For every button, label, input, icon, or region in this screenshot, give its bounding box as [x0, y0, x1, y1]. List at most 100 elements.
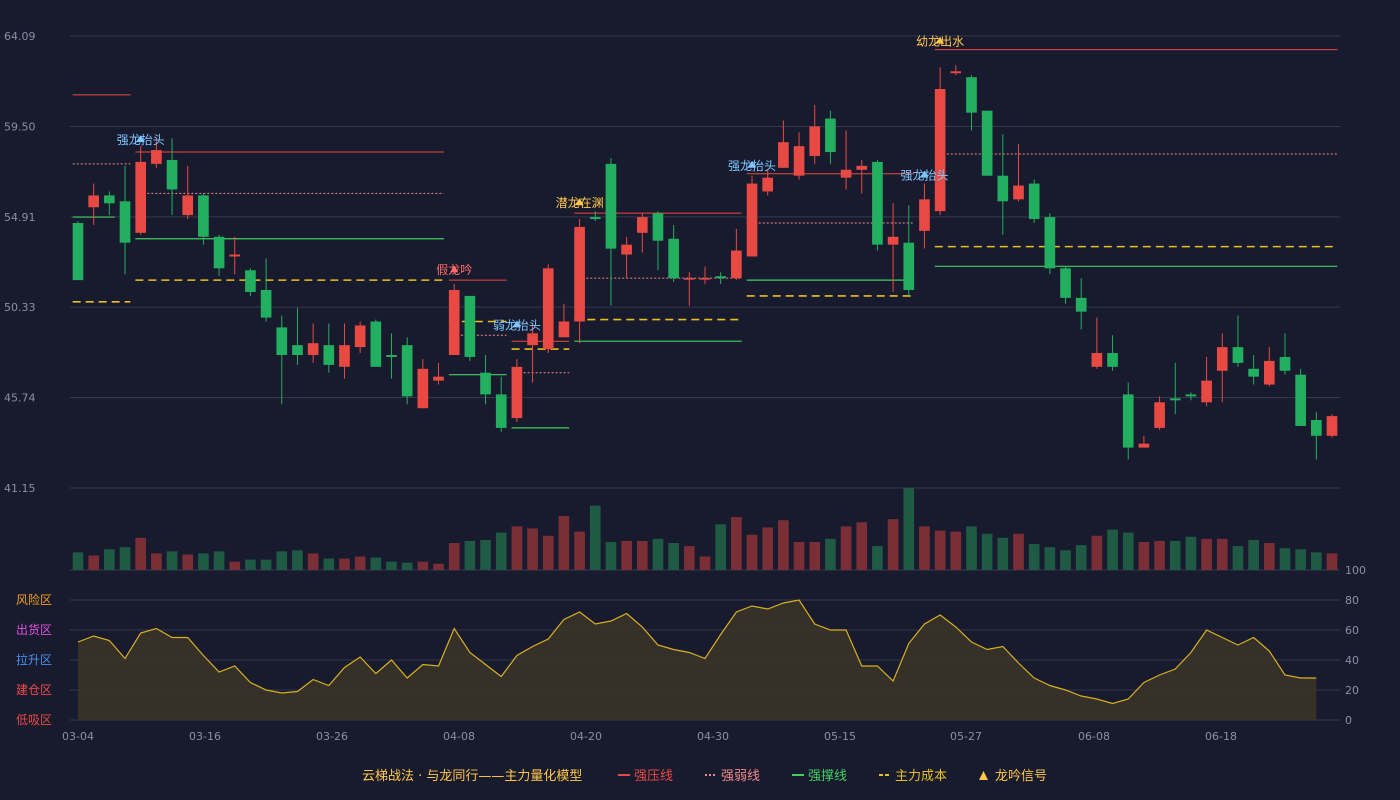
volume-bar [354, 556, 366, 570]
volume-bar [1263, 543, 1275, 570]
volume-bar [433, 563, 444, 570]
candle-body [574, 226, 585, 322]
grid-lines [70, 35, 1340, 721]
price-tick-label: 59.50 [4, 120, 36, 133]
volume-bar [88, 555, 100, 570]
candle-body [213, 236, 225, 269]
volume-bar [511, 526, 523, 570]
volume-bar [981, 533, 993, 570]
candle-body [104, 195, 115, 204]
candle-body [778, 142, 789, 168]
candle-body [950, 71, 962, 74]
candle-body [1185, 394, 1197, 397]
candle-body [511, 366, 523, 419]
volume-bar [1122, 532, 1134, 570]
price-tick-label: 50.33 [4, 301, 36, 314]
osc-tick-label: 60 [1345, 624, 1359, 637]
candle-body [527, 333, 538, 346]
candle-body [1013, 185, 1024, 200]
candle-body [448, 289, 460, 356]
candle-body [276, 327, 288, 356]
volume-bar [1279, 548, 1291, 570]
signal-triangle [136, 135, 145, 143]
candle-body [605, 163, 617, 249]
oscillator-line [77, 599, 1317, 705]
volume-bar [401, 562, 413, 570]
volume-bar [417, 561, 429, 570]
volume-bar [104, 549, 115, 570]
volume-bar [950, 531, 962, 570]
candle-body [699, 278, 711, 280]
volume-bar [1248, 539, 1259, 570]
signal-triangle [748, 160, 757, 168]
candle-body [934, 89, 946, 212]
candle-body [966, 77, 977, 113]
candle-body [1122, 394, 1134, 448]
candle-body [1295, 374, 1306, 426]
volume-bar [840, 526, 852, 570]
volume-bar [652, 538, 664, 570]
volume-bar [276, 551, 288, 570]
candle-body [621, 244, 632, 255]
volume-bar [1075, 545, 1087, 570]
volume-bar [699, 556, 711, 570]
candle-body [166, 159, 178, 190]
volume-bar [683, 546, 695, 570]
volume-bar [260, 559, 272, 570]
volume-bar [495, 532, 507, 570]
volume-bar [1216, 538, 1228, 570]
volume-bar [558, 516, 570, 570]
candle-body [182, 195, 194, 216]
date-tick-label: 06-08 [1078, 730, 1110, 743]
osc-tick-label: 20 [1345, 684, 1359, 697]
volume-bar [1107, 529, 1118, 570]
legend-item-label: 强压线 [634, 769, 673, 784]
osc-tick-label: 100 [1345, 564, 1366, 577]
date-tick-label: 05-27 [950, 730, 982, 743]
volume-bar [229, 561, 241, 570]
candle-body [825, 118, 836, 153]
volume-bar [621, 540, 632, 570]
candle-body [997, 175, 1009, 202]
volume-bar [151, 553, 162, 570]
candle-body [652, 213, 664, 241]
candle-body [887, 236, 899, 245]
date-tick-label: 04-30 [697, 730, 729, 743]
volume-bar [1154, 540, 1165, 570]
osc-tick-label: 80 [1345, 594, 1359, 607]
candle-body [762, 177, 774, 192]
volume-bar [448, 543, 460, 570]
volume-bar [668, 543, 679, 570]
candle-body [401, 345, 413, 397]
volume-bar [480, 539, 491, 570]
signal-triangle [936, 36, 945, 44]
volume-bar [245, 559, 256, 570]
signal-triangle [450, 265, 459, 273]
volume-bar [1028, 544, 1040, 570]
candle-body [1028, 183, 1040, 220]
candle-body [464, 295, 476, 357]
volume-bar [1138, 541, 1150, 570]
candle-body [1075, 297, 1087, 312]
candle-body [840, 169, 852, 178]
date-tick-label: 03-16 [189, 730, 221, 743]
zone-label: 建仓区 [16, 683, 52, 697]
candle-body [1138, 443, 1150, 448]
legend-item-label: 强撑线 [808, 769, 847, 784]
signal-triangle [920, 170, 929, 178]
date-axis-labels: 03-04 03-16 03-26 04-08 04-20 04-30 05-15 05-27… [62, 730, 1237, 743]
legend-item-label: 龙吟信号 [995, 768, 1047, 784]
candle-body [386, 355, 397, 357]
volume-bar [778, 520, 789, 570]
candlesticks [72, 65, 1338, 460]
candle-body [1279, 356, 1291, 371]
volume-bar [997, 537, 1009, 570]
candle-body [198, 195, 209, 237]
volume-bars [72, 488, 1338, 570]
volume-bar [182, 554, 194, 570]
candle-body [683, 278, 695, 280]
candle-body [119, 201, 131, 243]
candle-body [1169, 398, 1181, 401]
candle-body [495, 394, 507, 428]
volume-bar [1310, 552, 1322, 570]
